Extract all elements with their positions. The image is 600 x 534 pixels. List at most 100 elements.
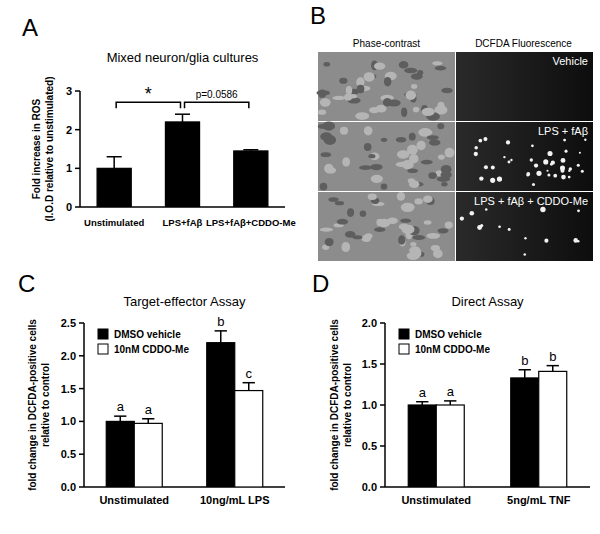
y-tick bbox=[75, 206, 80, 208]
cell-texture bbox=[364, 126, 373, 135]
cell-texture bbox=[404, 68, 417, 73]
bar bbox=[134, 423, 162, 487]
fluorescent-cell bbox=[510, 159, 512, 161]
y-tick bbox=[79, 388, 84, 390]
y-axis-label-line: relative to control bbox=[40, 363, 51, 447]
y-axis-label-line: Fold increase in ROS bbox=[31, 98, 42, 199]
cell-texture bbox=[320, 183, 328, 191]
legend: DMSO vehicle10nM CDDO-Me bbox=[98, 329, 189, 355]
chart-panel: CTarget-effector Assayfold change in DCF… bbox=[18, 270, 285, 506]
error-bar bbox=[444, 401, 456, 405]
y-tick-label: 1 bbox=[66, 162, 72, 174]
error-bar bbox=[416, 402, 428, 405]
cell-texture bbox=[378, 219, 390, 227]
cell-texture bbox=[320, 98, 331, 106]
y-axis-label: fold change in DCFDA-positive cellsrelat… bbox=[329, 319, 353, 491]
cell-texture bbox=[325, 238, 334, 246]
legend-label: DMSO vehicle bbox=[415, 329, 482, 340]
row-label: LPS + fAβ + CDDO-Me bbox=[474, 195, 588, 207]
legend-label: DMSO vehicle bbox=[114, 329, 181, 340]
legend-swatch bbox=[98, 329, 108, 339]
cell-texture bbox=[368, 154, 375, 158]
error-stem bbox=[113, 157, 115, 169]
chart-panel: AMixed neuron/glia culturesFold increase… bbox=[22, 14, 296, 228]
fluorescent-cell bbox=[483, 137, 487, 141]
cell-texture bbox=[445, 222, 453, 229]
error-bar bbox=[547, 366, 559, 372]
cell-texture bbox=[368, 193, 377, 200]
image-background bbox=[456, 192, 593, 261]
cell-texture bbox=[437, 176, 451, 182]
error-bar bbox=[114, 416, 126, 421]
error-cap bbox=[444, 400, 456, 402]
phase-contrast-image bbox=[318, 121, 455, 191]
chart-title: Target-effector Assay bbox=[124, 294, 246, 309]
cell-texture bbox=[441, 182, 447, 186]
cell-texture bbox=[445, 148, 455, 158]
fluorescent-cell bbox=[568, 176, 571, 179]
fluorescent-cell bbox=[526, 174, 529, 177]
error-bar bbox=[243, 150, 258, 151]
fluorescent-cell bbox=[564, 150, 567, 153]
fluorescent-cell bbox=[579, 152, 581, 154]
cell-texture bbox=[360, 211, 367, 217]
error-cap bbox=[519, 369, 531, 371]
error-cap bbox=[175, 113, 190, 115]
cell-texture bbox=[427, 135, 439, 140]
cell-texture bbox=[431, 245, 440, 251]
cell-texture bbox=[412, 235, 425, 240]
cell-texture bbox=[438, 154, 445, 159]
y-axis-label-line: (I.O.D relative to unstimulated) bbox=[44, 76, 55, 221]
cell-texture bbox=[353, 235, 363, 239]
fluorescent-cell bbox=[532, 183, 535, 186]
cell-texture bbox=[363, 72, 374, 82]
cell-texture bbox=[337, 219, 349, 225]
x-tick-label: Unstimulated bbox=[99, 494, 169, 506]
fluorescent-cell bbox=[490, 178, 495, 183]
cell-texture bbox=[409, 154, 419, 163]
y-tick-label: 2.0 bbox=[362, 317, 377, 329]
cell-texture bbox=[381, 183, 388, 189]
error-stem bbox=[552, 366, 554, 372]
cell-texture bbox=[435, 66, 446, 71]
error-stem bbox=[524, 370, 526, 378]
y-tick bbox=[380, 445, 385, 447]
cell-texture bbox=[422, 108, 435, 116]
error-cap bbox=[243, 149, 258, 151]
legend-swatch bbox=[399, 329, 409, 339]
cell-texture bbox=[423, 195, 433, 202]
significance-letter: a bbox=[447, 384, 455, 399]
significance-letter: b bbox=[549, 349, 556, 364]
cell-texture bbox=[398, 235, 405, 244]
plot-labels: aabb bbox=[419, 349, 557, 400]
cell-texture bbox=[359, 165, 372, 170]
error-stem bbox=[220, 331, 222, 343]
cell-texture bbox=[332, 96, 345, 100]
cell-texture bbox=[335, 201, 344, 205]
phase-contrast-image bbox=[318, 192, 455, 261]
chart-title: Mixed neuron/glia cultures bbox=[107, 50, 259, 65]
cell-texture bbox=[441, 88, 452, 94]
significance-letter: a bbox=[117, 399, 125, 414]
y-tick-label: 0.5 bbox=[362, 440, 377, 452]
cell-texture bbox=[441, 165, 452, 174]
error-stem bbox=[182, 114, 184, 122]
cell-texture bbox=[401, 203, 415, 212]
comparison-label: * bbox=[145, 84, 152, 104]
fluorescent-cell bbox=[508, 161, 511, 164]
cell-texture bbox=[407, 168, 418, 173]
cell-texture bbox=[409, 133, 416, 141]
fluorescent-cell bbox=[470, 211, 475, 216]
fluorescent-cell bbox=[551, 161, 555, 165]
fluorescent-cell bbox=[485, 208, 488, 211]
image-background bbox=[318, 52, 455, 121]
legend-swatch bbox=[399, 344, 409, 354]
cell-texture bbox=[342, 157, 350, 166]
cell-texture bbox=[364, 143, 372, 151]
error-bar bbox=[215, 331, 227, 343]
fluorescent-cell bbox=[547, 151, 552, 156]
cell-texture bbox=[381, 138, 387, 142]
cell-texture bbox=[316, 90, 330, 95]
legend: DMSO vehicle10nM CDDO-Me bbox=[399, 329, 490, 355]
image-background bbox=[456, 122, 593, 191]
